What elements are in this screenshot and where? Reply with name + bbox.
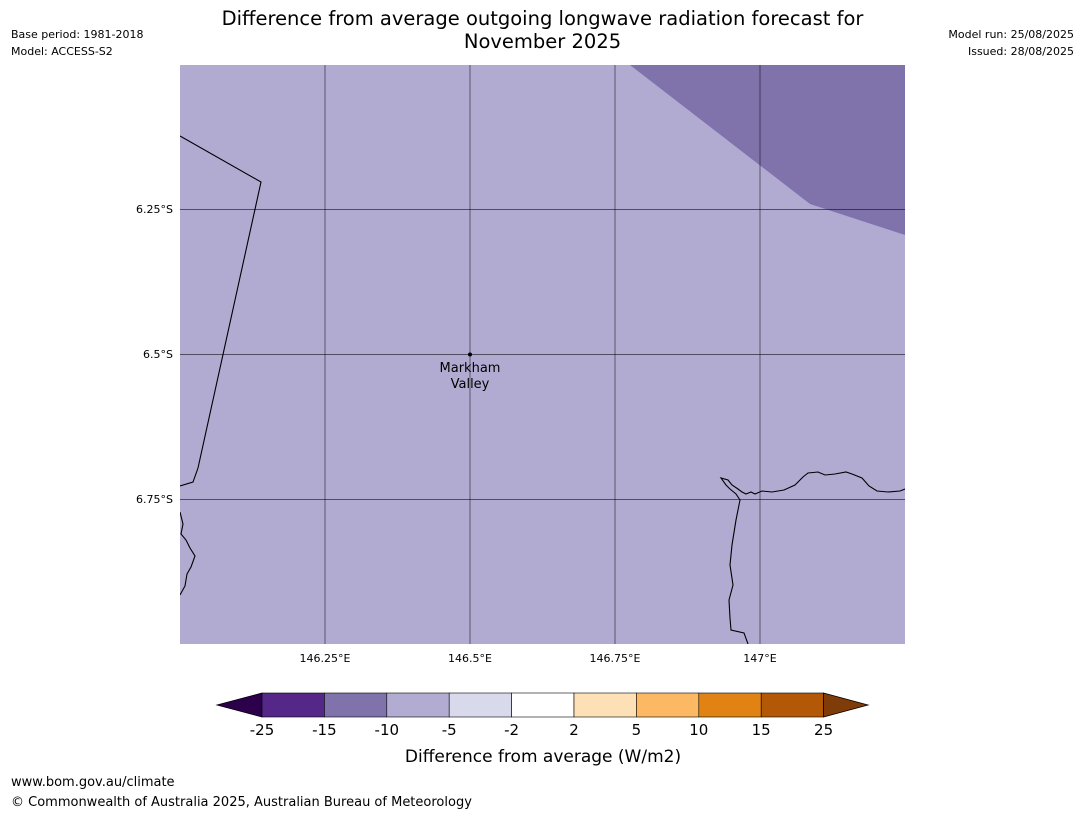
lon-tick-label: 146.75°E xyxy=(590,652,641,665)
coastline-west xyxy=(180,511,196,596)
colorbar-tick-label: -2 xyxy=(504,721,519,739)
place-label-line-2: Valley xyxy=(451,377,490,392)
graticule xyxy=(180,65,905,644)
coastlines xyxy=(180,135,905,644)
base-period: Base period: 1981-2018 xyxy=(11,28,144,41)
colorbar-tick-label: 5 xyxy=(632,721,642,739)
lat-tick-label: 6.25°S xyxy=(136,203,173,216)
issued-date: Issued: 28/08/2025 xyxy=(967,45,1074,58)
colorbar-segment xyxy=(261,692,325,718)
footer-copyright: © Commonwealth of Australia 2025, Austra… xyxy=(11,795,472,810)
lon-tick-label: 146.25°E xyxy=(300,652,351,665)
lon-tick-label: 146.5°E xyxy=(448,652,492,665)
colorbar-segment xyxy=(698,692,762,718)
colorbar-tick-label: -15 xyxy=(312,721,337,739)
colorbar-overflow-arrow xyxy=(823,692,870,718)
footer-url[interactable]: www.bom.gov.au/climate xyxy=(11,775,175,790)
colorbar-segment xyxy=(573,692,637,718)
colorbar-segment xyxy=(636,692,700,718)
colorbar-segment xyxy=(511,692,575,718)
colorbar-segment xyxy=(448,692,512,718)
border-line xyxy=(180,135,262,487)
chart-title: Difference from average outgoing longwav… xyxy=(180,7,905,53)
colorbar-segment xyxy=(324,692,388,718)
title-line-1: Difference from average outgoing longwav… xyxy=(221,7,864,30)
location-marker xyxy=(468,352,472,357)
colorbar-underflow-arrow xyxy=(215,692,263,718)
colorbar-tick-label: 2 xyxy=(569,721,579,739)
colorbar-tick-label: 10 xyxy=(689,721,708,739)
lat-tick-label: 6.75°S xyxy=(136,493,173,506)
anomaly-region xyxy=(630,65,905,235)
header-right: Model run: 25/08/2025 Issued: 28/08/2025 xyxy=(948,26,1074,60)
model-name: Model: ACCESS-S2 xyxy=(11,45,113,58)
colorbar-tick-label: -25 xyxy=(250,721,275,739)
colorbar-tick-label: -5 xyxy=(442,721,457,739)
colorbar-tick-label: 25 xyxy=(814,721,833,739)
lat-tick-label: 6.5°S xyxy=(143,348,173,361)
colorbar-title: Difference from average (W/m2) xyxy=(405,747,681,767)
lon-tick-label: 147°E xyxy=(743,652,776,665)
colorbar-tick-label: 15 xyxy=(752,721,771,739)
colorbar: -25 -15 -10 -5 -2 2 5 10 15 25 Differenc… xyxy=(215,692,870,767)
colorbar-segment xyxy=(386,692,450,718)
coastline-east xyxy=(719,471,905,644)
title-line-2: November 2025 xyxy=(463,30,622,53)
header-left: Base period: 1981-2018 Model: ACCESS-S2 xyxy=(11,26,143,60)
colorbar-tick-label: -10 xyxy=(375,721,400,739)
model-run: Model run: 25/08/2025 xyxy=(948,28,1074,41)
colorbar-segment xyxy=(760,692,824,718)
map-area: Markham Valley xyxy=(180,65,905,644)
place-label-line-1: Markham xyxy=(440,361,501,376)
